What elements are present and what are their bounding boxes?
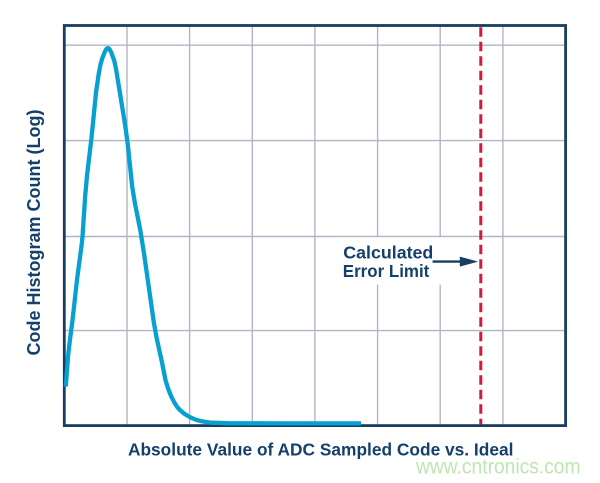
svg-text:Calculated: Calculated [343,242,433,262]
svg-text:Error Limit: Error Limit [343,261,430,281]
svg-text:Code Histogram Count (Log): Code Histogram Count (Log) [24,110,44,356]
svg-text:www.cntronics.com: www.cntronics.com [415,454,580,478]
svg-text:Absolute Value of ADC Sampled: Absolute Value of ADC Sampled Code vs. I… [128,440,514,460]
